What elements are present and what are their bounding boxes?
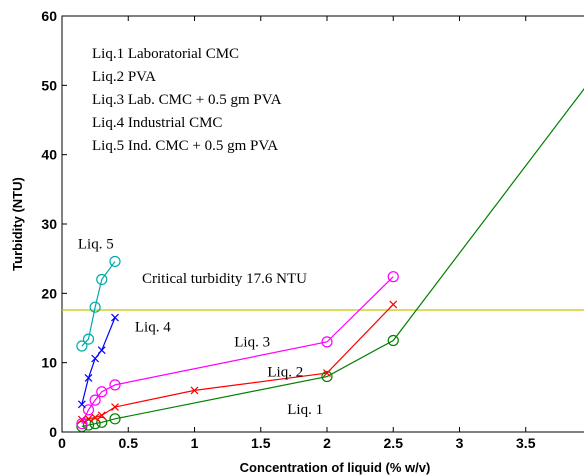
data-point <box>96 386 108 398</box>
data-point <box>190 386 199 395</box>
legend-line-4: Liq.4 Industrial CMC <box>92 115 222 131</box>
y-tick-label: 20 <box>41 285 57 301</box>
series-line <box>81 304 394 421</box>
series-annotation: Liq. 3 <box>234 335 270 351</box>
series-layer <box>76 87 584 433</box>
critical-turbidity-label: Critical turbidity 17.6 NTU <box>142 271 307 287</box>
data-point <box>109 379 121 391</box>
x-axis: 00.511.522.533.54 <box>58 16 536 451</box>
series-annotation: Liq. 4 <box>135 319 171 335</box>
data-point <box>89 418 101 430</box>
series-line <box>81 261 116 347</box>
data-point <box>96 273 108 286</box>
y-axis: 0 10 20 30 40 50 60 <box>41 8 67 440</box>
data-point <box>321 370 333 383</box>
x-tick-label: 2.5 <box>384 435 404 451</box>
data-point <box>82 333 95 345</box>
data-point <box>77 400 86 409</box>
series-line <box>81 276 394 424</box>
data-point <box>389 300 398 309</box>
y-tick-label: 40 <box>41 147 57 163</box>
data-point <box>109 255 121 268</box>
data-point <box>91 413 100 422</box>
data-point <box>109 413 121 425</box>
series-annotation: Liq. 5 <box>78 236 114 252</box>
data-point <box>387 271 399 283</box>
series-liq-2 <box>77 300 398 424</box>
y-tick-label: 60 <box>41 8 57 24</box>
y-tick-label: 0 <box>49 424 57 440</box>
x-tick-label: 1.5 <box>251 435 271 451</box>
data-point <box>82 404 95 416</box>
plot-area <box>61 15 584 433</box>
data-point <box>321 336 333 348</box>
legend-line-2: Liq.2 PVA <box>92 69 156 85</box>
series-annotation: Liq. 2 <box>267 365 303 381</box>
data-point <box>89 301 101 313</box>
x-tick-label: 0.5 <box>119 435 139 451</box>
data-point <box>91 354 100 363</box>
y-axis-title: Turbidity (NTU) <box>10 177 25 271</box>
legend-line-3: Liq.3 Lab. CMC + 0.5 gm PVA <box>92 92 282 108</box>
data-point <box>84 373 93 382</box>
x-tick-label: 3.5 <box>516 435 536 451</box>
data-point <box>76 418 88 430</box>
data-point <box>387 334 399 347</box>
data-point <box>76 340 88 352</box>
series-liq-3 <box>76 271 399 430</box>
data-point <box>323 369 331 377</box>
series-line <box>81 87 584 428</box>
data-point <box>96 416 108 428</box>
data-point <box>89 394 101 406</box>
x-axis-title: Concentration of liquid (% w/v) <box>240 460 431 475</box>
data-point <box>82 419 95 431</box>
y-tick-label: 30 <box>41 216 57 232</box>
legend-text-box: Liq.1 Laboratorial CMC Liq.2 PVA Liq.3 L… <box>92 46 282 154</box>
series-annotation: Liq. 1 <box>287 402 323 418</box>
y-tick-label: 10 <box>41 355 57 371</box>
x-tick-label: 3 <box>456 435 464 451</box>
y-tick-label: 50 <box>41 77 57 93</box>
x-tick-label: 1 <box>191 435 199 451</box>
series-liq-1 <box>76 87 584 433</box>
legend-line-5: Liq.5 Ind. CMC + 0.5 gm PVA <box>92 138 278 154</box>
legend-line-1: Liq.1 Laboratorial CMC <box>92 46 239 62</box>
x-tick-label: 0 <box>58 435 66 451</box>
data-point <box>97 346 106 355</box>
data-point <box>111 403 119 411</box>
data-point <box>77 415 86 424</box>
series-liq-4 <box>77 313 119 409</box>
series-liq-5 <box>76 255 121 352</box>
data-point <box>76 420 88 433</box>
series-annotations: Liq. 5 Liq. 4 Liq. 3 Liq. 2 Liq. 1 <box>78 236 323 418</box>
x-tick-label: 2 <box>323 435 331 451</box>
data-point <box>97 411 106 420</box>
data-point <box>111 313 119 322</box>
